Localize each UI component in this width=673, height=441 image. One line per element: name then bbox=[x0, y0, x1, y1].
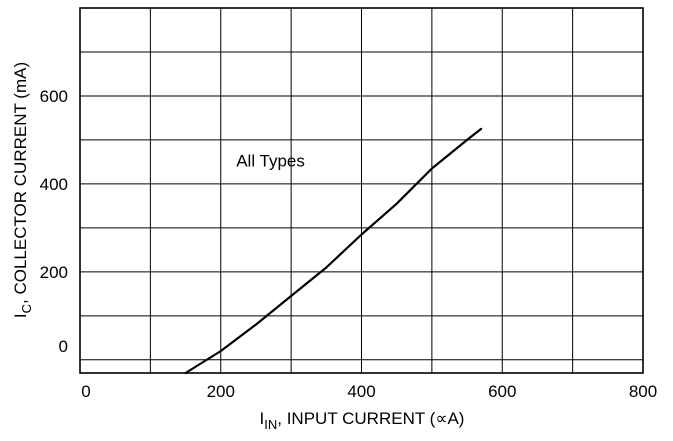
y-tick-label: 0 bbox=[59, 337, 68, 356]
y-tick-label: 200 bbox=[40, 263, 68, 282]
y-tick-label: 400 bbox=[40, 175, 68, 194]
x-tick-label: 0 bbox=[81, 382, 90, 401]
series-layer bbox=[186, 129, 482, 373]
x-tick-labels: 0 200 400 600 800 bbox=[81, 382, 657, 401]
x-tick-label: 400 bbox=[347, 382, 375, 401]
y-tick-labels: 0 200 400 600 bbox=[40, 87, 68, 356]
annotations: All Types bbox=[236, 151, 305, 170]
x-tick-label: 600 bbox=[488, 382, 516, 401]
x-tick-label: 800 bbox=[629, 382, 657, 401]
grid bbox=[80, 8, 643, 373]
y-axis-label: IC, COLLECTOR CURRENT (mA) bbox=[11, 62, 34, 318]
x-tick-label: 200 bbox=[207, 382, 235, 401]
x-axis-label: IIN, INPUT CURRENT (∝A) bbox=[260, 409, 465, 432]
y-tick-label: 600 bbox=[40, 87, 68, 106]
series-line bbox=[186, 129, 482, 373]
annotation-all-types: All Types bbox=[236, 151, 305, 170]
